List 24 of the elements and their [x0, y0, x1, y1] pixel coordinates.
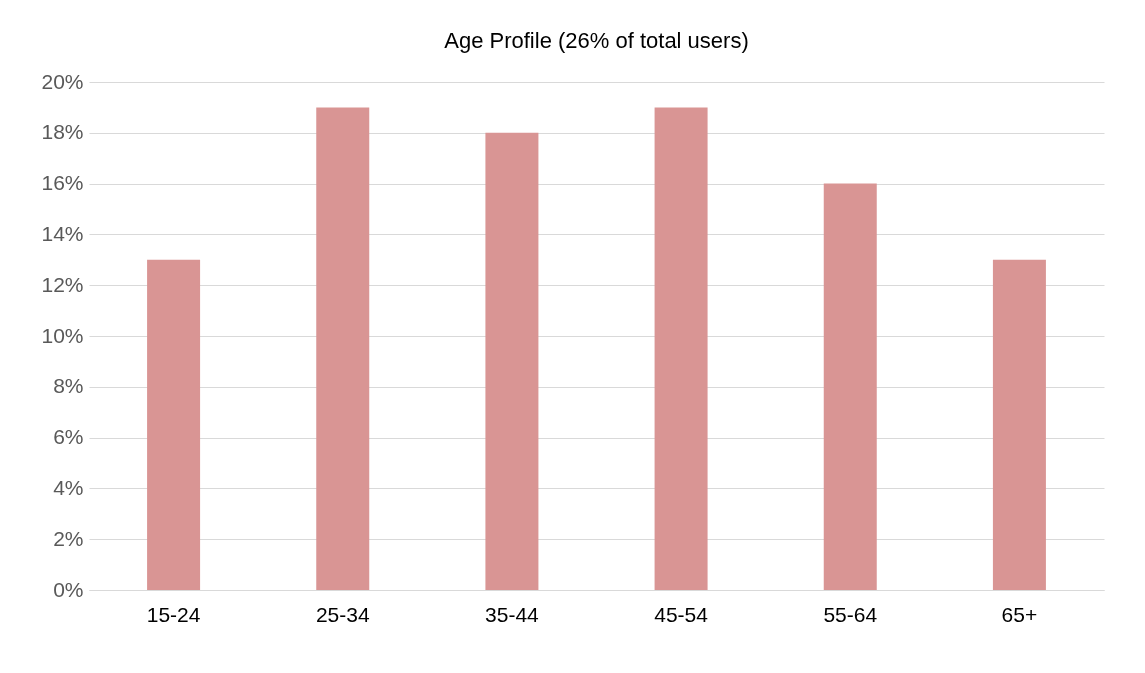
bar	[992, 259, 1046, 590]
x-tick-label: 65+	[1001, 602, 1038, 626]
y-tick-label: 8%	[53, 374, 84, 398]
y-tick-label: 10%	[41, 323, 84, 347]
y-tick-label: 20%	[41, 69, 84, 93]
x-tick-label: 55-64	[823, 602, 878, 626]
bar	[147, 259, 201, 590]
chart-title: Age Profile (26% of total users)	[444, 28, 749, 53]
y-tick-label: 12%	[41, 272, 84, 296]
y-tick-label: 14%	[41, 221, 84, 245]
y-tick-label: 2%	[53, 526, 84, 550]
y-tick-label: 6%	[53, 425, 84, 449]
y-tick-label: 16%	[41, 171, 84, 195]
y-tick-label: 18%	[41, 120, 84, 144]
x-tick-label: 15-24	[146, 602, 201, 626]
y-tick-label: 0%	[53, 577, 84, 601]
bar	[654, 107, 708, 590]
y-tick-label: 4%	[53, 475, 84, 499]
x-tick-label: 35-44	[485, 602, 540, 626]
x-tick-label: 45-54	[654, 602, 709, 626]
bar	[823, 183, 877, 590]
x-tick-label: 25-34	[315, 602, 370, 626]
bar	[485, 132, 539, 590]
bar	[316, 107, 370, 590]
